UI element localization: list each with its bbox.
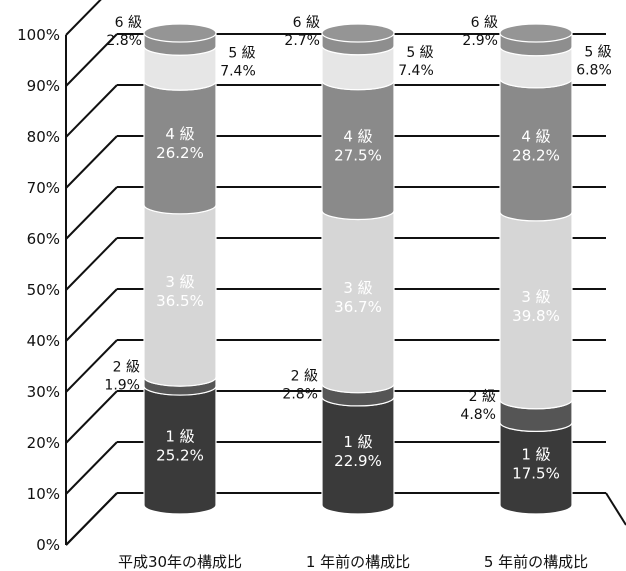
data-label-series: 2 級 <box>469 389 496 405</box>
data-label-series: 6 級 <box>115 15 142 31</box>
y-tick-label: 10% <box>27 485 60 503</box>
gridline-diagonal <box>65 33 118 87</box>
bar-stack <box>321 23 395 515</box>
cylinders <box>143 23 573 515</box>
bar-segment <box>321 396 395 515</box>
data-label-series: 3 級 <box>165 273 194 291</box>
gridline-diagonal <box>65 339 118 393</box>
data-label-value: 2.9% <box>462 33 498 49</box>
data-label-value: 2.8% <box>106 33 142 49</box>
data-labels: 1 級25.2%2 級1.9%3 級36.5%4 級26.2%5 級7.4%6 … <box>104 15 611 483</box>
data-label-value: 26.2% <box>156 144 204 162</box>
y-tick-label: 100% <box>17 26 60 44</box>
data-label-value: 2.8% <box>282 386 318 402</box>
bar-stack <box>499 23 573 515</box>
floor-edge-right <box>605 492 626 526</box>
bar-segment <box>499 211 573 410</box>
data-label-value: 36.5% <box>156 292 204 310</box>
gridline-diagonal <box>65 288 118 342</box>
y-tick-label: 50% <box>27 281 60 299</box>
gridline-diagonal <box>65 237 118 291</box>
data-label-value: 36.7% <box>334 298 382 316</box>
data-label-value: 27.5% <box>334 147 382 165</box>
bar-segment <box>499 46 573 89</box>
gridline-diagonal <box>65 135 118 189</box>
bar-top-cap <box>143 23 217 43</box>
gridline-diagonal <box>65 84 118 138</box>
data-label-series: 3 級 <box>521 288 550 306</box>
data-label-value: 17.5% <box>512 465 560 483</box>
data-label-series: 5 級 <box>228 46 255 62</box>
data-label-series: 6 級 <box>471 15 498 31</box>
data-label-series: 4 級 <box>343 128 372 146</box>
y-tick-label: 20% <box>27 434 60 452</box>
data-label-series: 2 級 <box>291 368 318 384</box>
bar-segment <box>499 421 573 515</box>
data-label-series: 1 級 <box>521 446 550 464</box>
data-label-series: 5 級 <box>584 45 611 61</box>
y-tick-label: 80% <box>27 128 60 146</box>
bar-segment <box>143 80 217 215</box>
data-label-series: 3 級 <box>343 279 372 297</box>
bar-segment <box>143 385 217 515</box>
x-category-label: 5 年前の構成比 <box>484 553 588 571</box>
bar-segment <box>321 80 395 221</box>
data-label-value: 39.8% <box>512 307 560 325</box>
bar-segment <box>499 78 573 222</box>
y-tick-label: 40% <box>27 332 60 350</box>
y-tick-label: 60% <box>27 230 60 248</box>
data-label-value: 7.4% <box>220 64 256 80</box>
bar-segment <box>321 45 395 91</box>
gridline-diagonal <box>65 441 118 495</box>
data-label-value: 6.8% <box>576 63 612 79</box>
y-tick-label: 30% <box>27 383 60 401</box>
gridline-diagonal <box>65 186 118 240</box>
data-label-series: 2 級 <box>113 360 140 376</box>
y-axis: 0% 10% 20% 30% 40% 50% 60% 70% 80% 90% 100% 平成30年の構… <box>17 26 588 571</box>
data-label-value: 4.8% <box>460 407 496 423</box>
data-label-value: 1.9% <box>104 378 140 394</box>
y-tick-label: 0% <box>36 536 60 554</box>
x-category-label: 平成30年の構成比 <box>118 553 242 571</box>
y-tick-label: 70% <box>27 179 60 197</box>
bar-top-cap <box>321 23 395 43</box>
data-label-series: 6 級 <box>293 15 320 31</box>
data-label-value: 7.4% <box>398 63 434 79</box>
bar-stack <box>143 23 217 515</box>
data-label-series: 1 級 <box>343 433 372 451</box>
data-label-series: 4 級 <box>521 127 550 145</box>
data-label-value: 2.7% <box>284 33 320 49</box>
bar-segment <box>143 204 217 387</box>
data-label-series: 4 級 <box>165 125 194 143</box>
data-label-value: 22.9% <box>334 452 382 470</box>
bar-segment <box>143 45 217 91</box>
x-category-label: 1 年前の構成比 <box>306 553 410 571</box>
gridline-diagonal <box>65 0 102 36</box>
data-label-series: 5 級 <box>406 45 433 61</box>
data-label-value: 28.2% <box>512 146 560 164</box>
bar-top-cap <box>499 23 573 43</box>
data-label-value: 25.2% <box>156 447 204 465</box>
data-label-series: 1 級 <box>165 428 194 446</box>
y-tick-label: 90% <box>27 77 60 95</box>
bar-segment <box>321 209 395 394</box>
gridline-diagonal <box>65 390 118 444</box>
floor-edge-left <box>65 492 118 546</box>
